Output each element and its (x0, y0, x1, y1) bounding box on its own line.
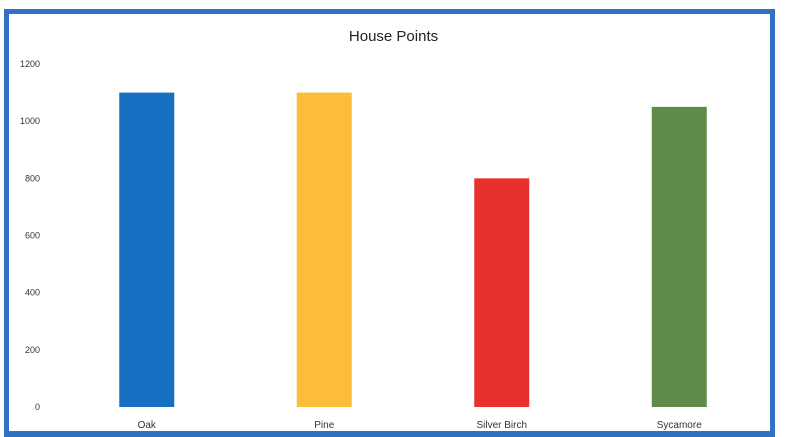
y-tick-label: 1200 (20, 59, 40, 69)
bar-sycamore (651, 106, 707, 407)
y-tick-label: 600 (25, 231, 40, 241)
bar-pine (296, 92, 352, 407)
bars (119, 92, 707, 407)
x-tick-label: Silver Birch (476, 420, 527, 431)
y-tick-label: 1000 (20, 116, 40, 126)
bar-oak (119, 92, 175, 407)
x-tick-label: Oak (138, 420, 157, 431)
y-tick-label: 0 (35, 402, 40, 412)
x-tick-label: Pine (314, 420, 334, 431)
chart-title: House Points (348, 28, 439, 45)
y-tick-label: 400 (25, 288, 40, 298)
bar-silver-birch (474, 178, 530, 407)
x-axis: Oak Pine Silver Birch Sycamore (138, 420, 703, 431)
y-tick-label: 800 (25, 173, 40, 183)
y-axis: 0 200 400 600 800 1000 1200 (20, 59, 40, 412)
y-tick-label: 200 (25, 345, 40, 355)
chart-frame-bottom-edge (4, 431, 775, 437)
x-tick-label: Sycamore (657, 420, 702, 431)
